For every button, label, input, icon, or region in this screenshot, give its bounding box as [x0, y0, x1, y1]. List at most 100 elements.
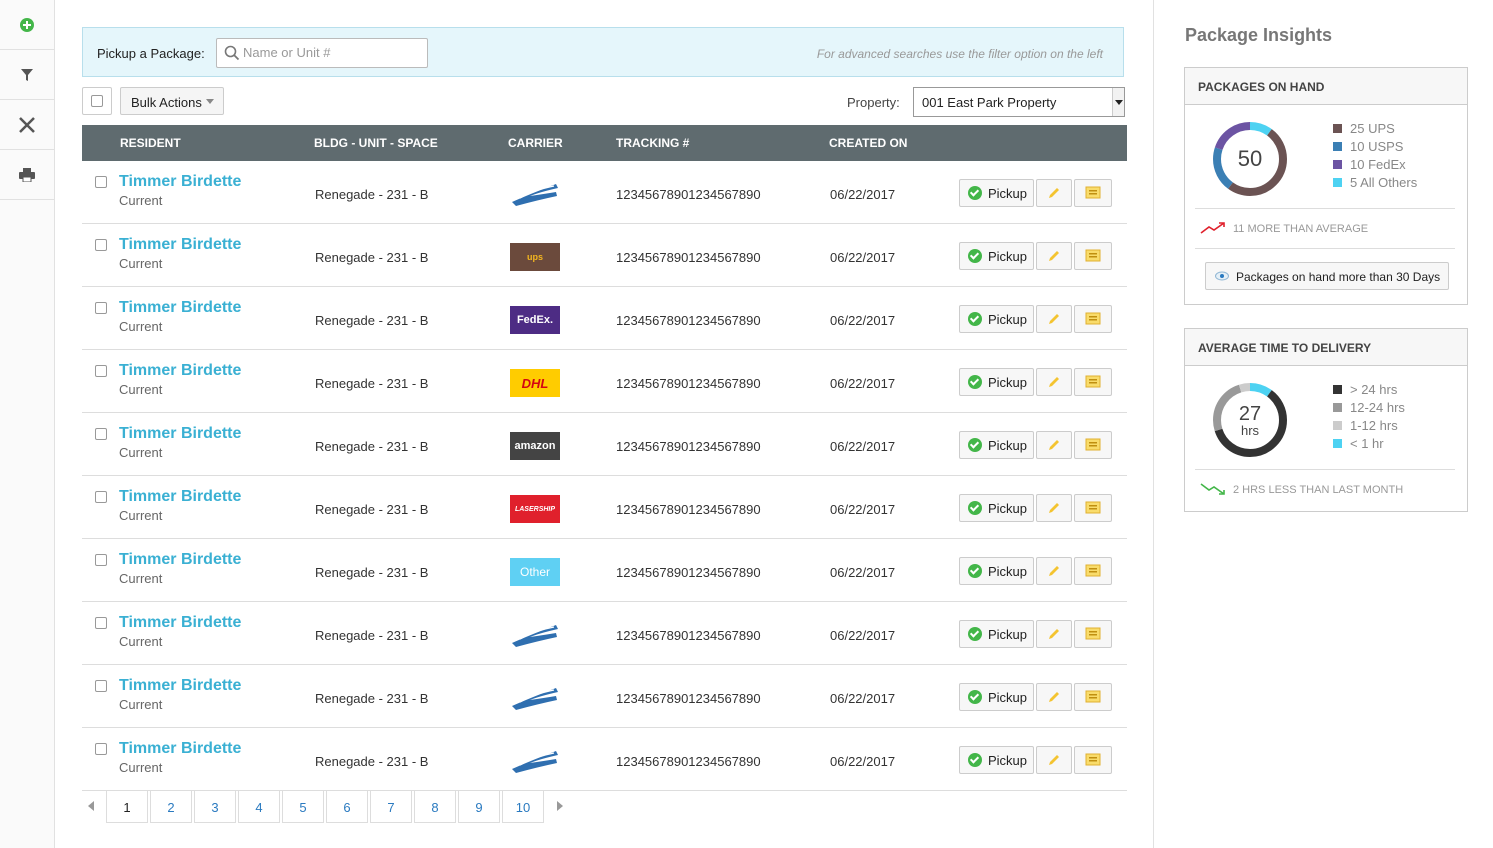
resident-name-link[interactable]: Timmer Birdette: [119, 425, 242, 442]
row-checkbox[interactable]: [95, 554, 107, 566]
pickup-button[interactable]: Pickup: [959, 683, 1034, 711]
page-9[interactable]: 9: [458, 791, 500, 823]
print-button[interactable]: [0, 150, 54, 200]
resident-name-link[interactable]: Timmer Birdette: [119, 614, 242, 631]
row-checkbox[interactable]: [95, 302, 107, 314]
legend-item: 12-24 hrs: [1333, 398, 1405, 416]
carrier-logo: [510, 180, 560, 208]
edit-button[interactable]: [1036, 494, 1072, 522]
delivery-donut: 27 hrs: [1213, 383, 1287, 457]
resident-name-link[interactable]: Timmer Birdette: [119, 173, 242, 190]
page-1[interactable]: 1: [106, 791, 148, 823]
edit-button[interactable]: [1036, 557, 1072, 585]
notes-button[interactable]: [1074, 242, 1112, 270]
pickup-button[interactable]: Pickup: [959, 746, 1034, 774]
search-box[interactable]: [216, 38, 428, 68]
resident-name-link[interactable]: Timmer Birdette: [119, 677, 242, 694]
pickup-button[interactable]: Pickup: [959, 242, 1034, 270]
table-row: Timmer Birdette Current Renegade - 231 -…: [82, 665, 1127, 728]
edit-button[interactable]: [1036, 431, 1072, 459]
pickup-button[interactable]: Pickup: [959, 305, 1034, 333]
header-created-on[interactable]: CREATED ON: [829, 136, 908, 150]
resident-name-link[interactable]: Timmer Birdette: [119, 299, 242, 316]
edit-button[interactable]: [1036, 368, 1072, 396]
pickup-button[interactable]: Pickup: [959, 179, 1034, 207]
delivery-value: 27: [1239, 403, 1261, 425]
check-circle-icon: [968, 375, 982, 389]
row-checkbox[interactable]: [95, 743, 107, 755]
edit-button[interactable]: [1036, 242, 1072, 270]
resident-status: Current: [119, 445, 163, 460]
property-select[interactable]: 001 East Park Property: [913, 87, 1125, 117]
page-3[interactable]: 3: [194, 791, 236, 823]
page-7[interactable]: 7: [370, 791, 412, 823]
edit-button[interactable]: [1036, 746, 1072, 774]
row-checkbox[interactable]: [95, 680, 107, 692]
note-icon: [1085, 186, 1101, 199]
bulk-actions-dropdown[interactable]: Bulk Actions: [120, 87, 224, 115]
table-row: Timmer Birdette Current Renegade - 231 -…: [82, 287, 1127, 350]
notes-button[interactable]: [1074, 746, 1112, 774]
page-10[interactable]: 10: [502, 791, 544, 823]
add-button[interactable]: [0, 0, 54, 50]
notes-button[interactable]: [1074, 368, 1112, 396]
page-2[interactable]: 2: [150, 791, 192, 823]
resident-name-link[interactable]: Timmer Birdette: [119, 740, 242, 757]
notes-button[interactable]: [1074, 179, 1112, 207]
edit-button[interactable]: [1036, 620, 1072, 648]
pickup-button[interactable]: Pickup: [959, 431, 1034, 459]
legend-swatch: [1333, 438, 1342, 448]
notes-button[interactable]: [1074, 683, 1112, 711]
packages-over-30-days-button[interactable]: Packages on hand more than 30 Days: [1205, 262, 1449, 290]
pickup-button[interactable]: Pickup: [959, 368, 1034, 396]
notes-button[interactable]: [1074, 431, 1112, 459]
row-checkbox[interactable]: [95, 176, 107, 188]
pencil-icon: [1049, 755, 1059, 765]
header-resident[interactable]: RESIDENT: [120, 136, 181, 150]
tracking-number: 12345678901234567890: [616, 313, 761, 328]
resident-name-link[interactable]: Timmer Birdette: [119, 362, 242, 379]
check-circle-icon: [968, 312, 982, 326]
page-6[interactable]: 6: [326, 791, 368, 823]
table-header: RESIDENT BLDG - UNIT - SPACE CARRIER TRA…: [82, 125, 1127, 161]
packages-on-hand-card: PACKAGES ON HAND 50 25 UPS 10 USPS 10 Fe…: [1184, 67, 1468, 305]
check-circle-icon: [968, 501, 982, 515]
header-bldg[interactable]: BLDG - UNIT - SPACE: [314, 136, 438, 150]
edit-button[interactable]: [1036, 305, 1072, 333]
pickup-button[interactable]: Pickup: [959, 494, 1034, 522]
resident-name-link[interactable]: Timmer Birdette: [119, 236, 242, 253]
filter-button[interactable]: [0, 50, 54, 100]
bldg-unit-space: Renegade - 231 - B: [315, 439, 429, 454]
notes-button[interactable]: [1074, 305, 1112, 333]
next-page-icon[interactable]: [557, 801, 563, 811]
search-input[interactable]: [243, 45, 423, 60]
header-carrier[interactable]: CARRIER: [508, 136, 563, 150]
carrier-logo: [510, 747, 560, 775]
page-4[interactable]: 4: [238, 791, 280, 823]
insights-panel: Package Insights PACKAGES ON HAND 50 25 …: [1153, 0, 1493, 848]
resident-name-link[interactable]: Timmer Birdette: [119, 488, 242, 505]
edit-button[interactable]: [1036, 683, 1072, 711]
prev-page-icon[interactable]: [88, 801, 94, 811]
page-5[interactable]: 5: [282, 791, 324, 823]
legend-label: 10 FedEx: [1350, 156, 1406, 172]
select-all-checkbox[interactable]: [82, 87, 112, 115]
page-8[interactable]: 8: [414, 791, 456, 823]
pickup-button[interactable]: Pickup: [959, 620, 1034, 648]
notes-button[interactable]: [1074, 620, 1112, 648]
notes-button[interactable]: [1074, 494, 1112, 522]
tools-button[interactable]: [0, 100, 54, 150]
usps-eagle-icon: [512, 184, 558, 206]
notes-button[interactable]: [1074, 557, 1112, 585]
row-checkbox[interactable]: [95, 491, 107, 503]
row-checkbox[interactable]: [95, 617, 107, 629]
row-checkbox[interactable]: [95, 365, 107, 377]
resident-name-link[interactable]: Timmer Birdette: [119, 551, 242, 568]
header-tracking[interactable]: TRACKING #: [616, 136, 690, 150]
pickup-button[interactable]: Pickup: [959, 557, 1034, 585]
row-checkbox[interactable]: [95, 239, 107, 251]
chevron-down-icon: [206, 99, 214, 104]
edit-button[interactable]: [1036, 179, 1072, 207]
row-checkbox[interactable]: [95, 428, 107, 440]
carrier-logo: amazon: [510, 432, 560, 460]
